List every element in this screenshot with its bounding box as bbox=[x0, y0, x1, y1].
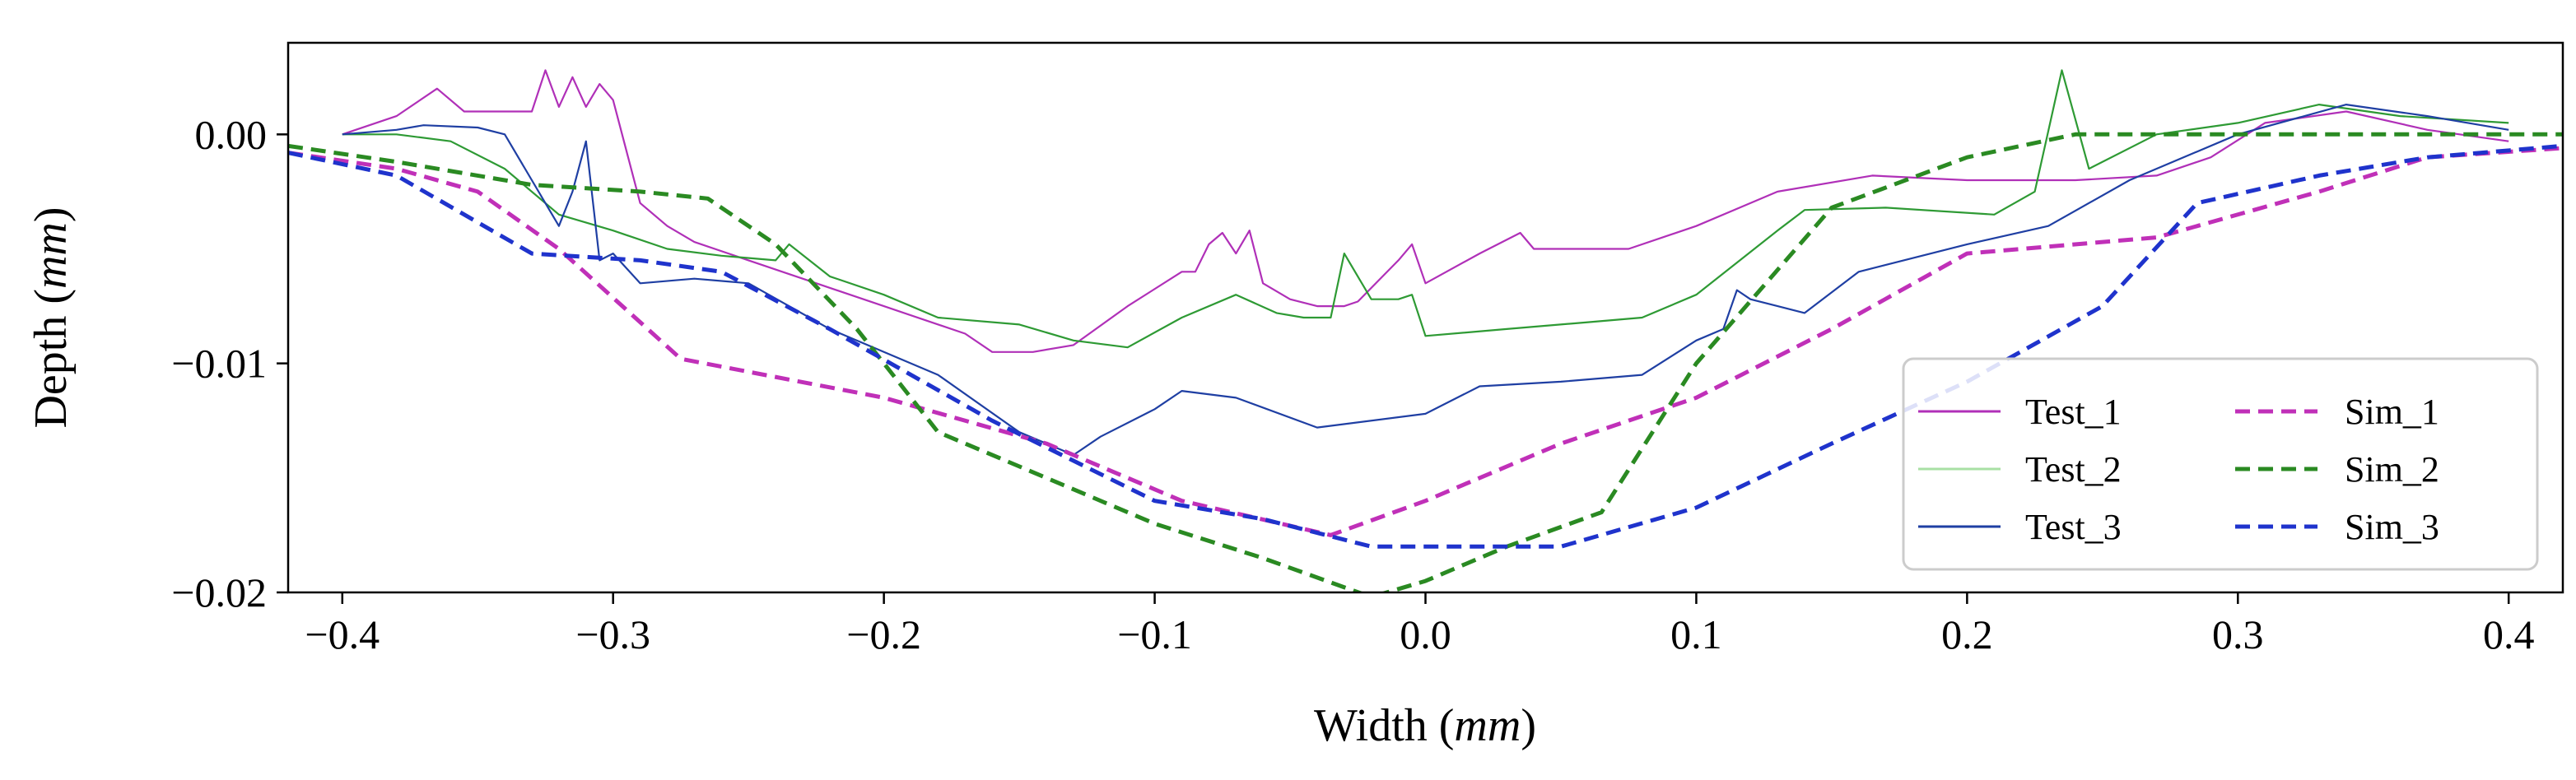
y-tick-label: −0.02 bbox=[171, 569, 267, 615]
y-axis-ticks: 0.00 −0.01 −0.02 bbox=[171, 111, 288, 615]
legend-label: Test_2 bbox=[2025, 449, 2122, 490]
legend-label: Sim_2 bbox=[2345, 449, 2439, 490]
y-tick-label: 0.00 bbox=[195, 111, 268, 157]
x-tick-label: 0.1 bbox=[1670, 611, 1722, 657]
series-line-test-3 bbox=[342, 103, 2509, 457]
legend: Test_1 Test_2 Test_3 Sim_1 Sim_2 Sim_3 bbox=[1902, 357, 2539, 571]
series-layer bbox=[288, 69, 2563, 592]
x-tick-label: 0.2 bbox=[1941, 611, 1993, 657]
series-line-sim-2 bbox=[288, 132, 2563, 592]
series-line-test-1 bbox=[342, 69, 2509, 353]
x-tick-label: −0.2 bbox=[846, 611, 921, 657]
y-tick-label: −0.01 bbox=[171, 341, 267, 387]
y-axis-label-unit: mm bbox=[26, 222, 77, 289]
x-tick-label: 0.4 bbox=[2483, 611, 2535, 657]
x-axis-ticks: −0.4 −0.3 −0.2 −0.1 0.0 0.1 0.2 0.3 0.4 bbox=[305, 592, 2534, 657]
x-tick-label: 0.0 bbox=[1400, 611, 1451, 657]
series-line-test-2 bbox=[342, 69, 2509, 349]
legend-label: Test_1 bbox=[2025, 392, 2122, 432]
y-axis-label: Depth (mm) bbox=[26, 207, 77, 428]
legend-box bbox=[1902, 357, 2539, 571]
x-tick-label: 0.3 bbox=[2212, 611, 2264, 657]
legend-label: Sim_1 bbox=[2345, 392, 2439, 432]
x-axis-label-text: Width bbox=[1314, 700, 1428, 751]
y-axis-label-text: Depth bbox=[26, 316, 77, 429]
x-tick-label: −0.1 bbox=[1117, 611, 1192, 657]
x-tick-label: −0.4 bbox=[305, 611, 380, 657]
legend-label: Sim_3 bbox=[2345, 507, 2439, 547]
series-line-sim-3 bbox=[288, 143, 2563, 549]
x-axis-label: Width (mm) bbox=[1314, 700, 1536, 751]
legend-label: Test_3 bbox=[2025, 507, 2122, 547]
x-tick-label: −0.3 bbox=[575, 611, 650, 657]
x-axis-label-unit: mm bbox=[1454, 700, 1521, 751]
series-line-sim-1 bbox=[288, 146, 2563, 537]
